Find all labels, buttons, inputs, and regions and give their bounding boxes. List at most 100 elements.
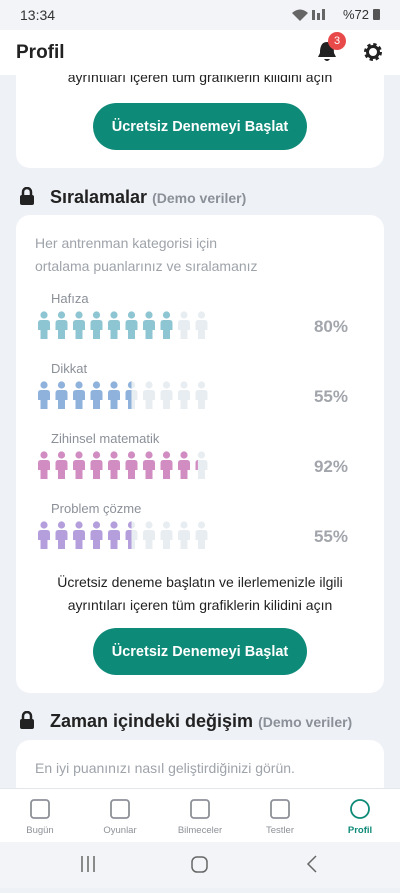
trial-button[interactable]: Ücretsiz Denemeyi Başlat <box>93 628 307 675</box>
icon-head <box>197 311 206 319</box>
icon-body <box>125 390 132 409</box>
icon-body <box>55 320 68 339</box>
icon-head <box>127 451 136 459</box>
icon-head <box>162 451 171 459</box>
nav-icon <box>350 799 370 819</box>
icon-body <box>73 460 85 479</box>
nav-label[interactable]: Bugün <box>26 825 54 836</box>
tag: (Demo veriler) <box>258 714 353 730</box>
icon-body <box>38 390 50 409</box>
status-bar: 13:34 %72 <box>0 0 400 30</box>
icon-body <box>178 460 190 479</box>
rankings-card: Her antrenman kategorisi için ortalama p… <box>16 215 384 693</box>
icon-shape <box>110 799 130 819</box>
bottom-nav: Bugün Oyunlar Bilmeceler Testler Profil <box>0 788 400 842</box>
nav-icon <box>30 799 50 819</box>
subtitle: Her antrenman kategorisi için ortalama p… <box>35 235 258 274</box>
icon-body <box>108 460 120 479</box>
top-card-text: ayrıntıları içeren tüm grafiklerin kilid… <box>67 75 333 85</box>
percent: 55% <box>313 527 348 546</box>
icon-head <box>75 381 83 389</box>
icon-head <box>92 311 101 319</box>
icon-head <box>92 521 101 529</box>
icon-shape <box>350 799 370 819</box>
nav-label[interactable]: Profil <box>347 825 373 836</box>
icon-shape <box>270 799 290 819</box>
percent: 55% <box>313 387 348 406</box>
icon-body <box>160 530 173 549</box>
category-label: Zihinsel matematik <box>51 431 160 446</box>
lock-icon <box>20 187 34 205</box>
icon-head <box>180 521 188 529</box>
tag: (Demo veriler) <box>152 190 247 206</box>
icon-body <box>125 530 132 549</box>
icon-head <box>75 311 83 319</box>
icon-head <box>92 381 101 389</box>
icon-head <box>127 381 132 389</box>
icon-head <box>57 311 66 319</box>
icon-head <box>145 451 153 459</box>
icon-head <box>127 311 136 319</box>
icon-head <box>110 451 118 459</box>
icon-body <box>90 530 103 549</box>
icon-head <box>197 521 206 529</box>
icon-body <box>195 530 208 549</box>
icon-head <box>180 311 188 319</box>
section-title: Zaman içindeki değişim (Demo veriler) <box>50 711 352 732</box>
icon-body <box>125 460 138 479</box>
icon-body <box>38 530 50 549</box>
icon-body <box>55 390 68 409</box>
icon-head <box>75 451 83 459</box>
icon-head <box>127 521 132 529</box>
icon-body <box>125 320 138 339</box>
icon-head <box>75 521 83 529</box>
icon-head <box>145 381 153 389</box>
nav-label[interactable]: Bilmeceler <box>177 825 223 836</box>
icon-head <box>197 381 206 389</box>
score-icons <box>38 381 208 409</box>
icon-body <box>160 320 173 339</box>
system-buttons <box>81 855 317 873</box>
icon-head <box>110 521 118 529</box>
nav-label[interactable]: Oyunlar <box>103 825 137 836</box>
icon-head <box>162 521 171 529</box>
system-nav <box>0 842 400 888</box>
icon-head <box>197 451 206 459</box>
icon-body <box>108 320 120 339</box>
icon-body <box>178 390 190 409</box>
icon-body <box>143 390 155 409</box>
icon-head <box>110 381 118 389</box>
section-title: Sıralamalar (Demo veriler) <box>50 187 246 208</box>
icon-body <box>195 460 198 470</box>
icon-body <box>90 460 103 479</box>
icon-body <box>195 390 208 409</box>
trial-button[interactable]: Ücretsiz Denemeyi Başlat <box>93 103 307 150</box>
icon-body <box>73 530 85 549</box>
category-label: Problem çözme <box>51 501 142 516</box>
icon-body <box>178 320 190 339</box>
icon-body <box>55 530 68 549</box>
signal-icons <box>292 9 325 21</box>
percent: 92% <box>313 457 348 476</box>
score-icons <box>38 311 208 339</box>
icon-body <box>108 390 120 409</box>
icon-body <box>195 460 208 479</box>
icon-body <box>90 320 103 339</box>
icon-head <box>40 521 48 529</box>
settings[interactable] <box>362 41 384 63</box>
icon-body <box>73 320 85 339</box>
icon-body <box>143 530 155 549</box>
filled-icons <box>38 521 132 549</box>
nav-label[interactable]: Testler <box>266 825 294 836</box>
title: Sıralamalar <box>50 187 148 207</box>
category-label: Dikkat <box>51 361 88 376</box>
score-icons <box>38 521 208 549</box>
filled-icons <box>38 311 173 339</box>
icon-body <box>178 530 190 549</box>
icon-head <box>162 381 171 389</box>
icon-head <box>162 311 171 319</box>
time: 13:34 <box>20 7 56 23</box>
filled-icons <box>38 381 132 409</box>
percent: 80% <box>313 317 348 336</box>
icon-body <box>143 460 155 479</box>
